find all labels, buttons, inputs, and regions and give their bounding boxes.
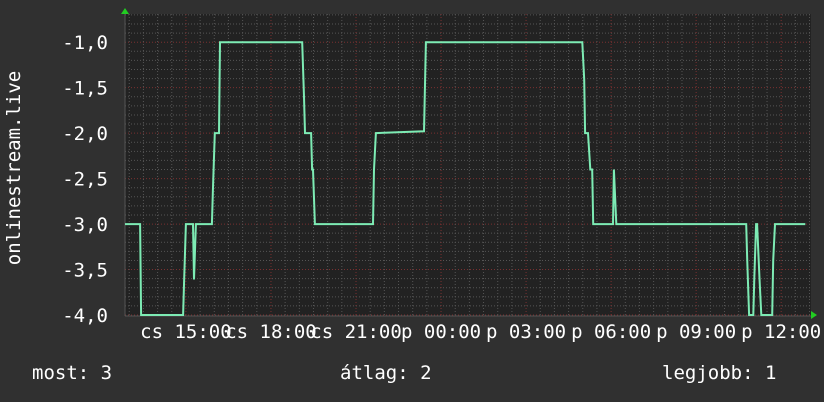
plot-area — [125, 14, 811, 316]
y-tick-label: -1,5 — [62, 78, 108, 100]
x-tick-label: p 03:00 — [486, 321, 566, 343]
x-tick-label: cs 21:00 — [310, 321, 402, 343]
y-tick-label: -3,5 — [62, 260, 108, 282]
x-tick-label: cs 18:00 — [225, 321, 317, 343]
legend-best: legjobb: 1 — [662, 362, 777, 384]
y-tick-label: -1,0 — [62, 32, 108, 54]
y-tick-label: -3,0 — [62, 214, 108, 236]
y-tick-labels: -1,0 -1,5 -2,0 -2,5 -3,0 -3,5 -4,0 — [62, 32, 108, 327]
y-axis-arrow-icon — [121, 8, 129, 14]
x-tick-label: p 09:00 — [656, 321, 736, 343]
legend-current: most: 3 — [32, 362, 113, 384]
x-tick-label: cs 15:00 — [140, 321, 232, 343]
grid — [124, 14, 812, 317]
y-tick-label: -2,0 — [62, 123, 108, 145]
legend-average: átlag: 2 — [340, 362, 432, 384]
y-tick-label: -2,5 — [62, 169, 108, 191]
series-line — [125, 41, 806, 316]
x-tick-label: p 00:00 — [401, 321, 481, 343]
y-tick-label: -4,0 — [62, 305, 108, 327]
x-axis-arrow-icon — [811, 311, 817, 319]
x-tick-label: p 12:00 — [741, 321, 821, 343]
y-axis-label: onlinestream.live — [3, 71, 25, 265]
x-tick-label: p 06:00 — [571, 321, 651, 343]
